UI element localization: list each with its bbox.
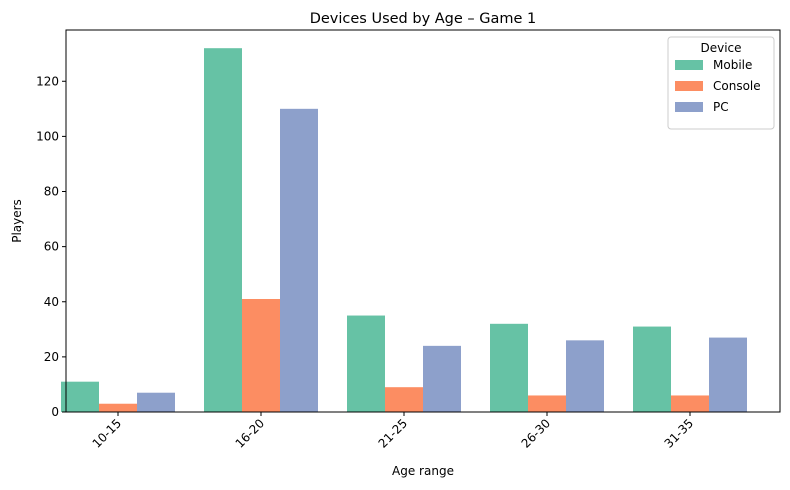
y-tick-label: 0: [51, 405, 59, 419]
legend-swatch-mobile: [675, 60, 703, 70]
bar-console-16-20: [242, 298, 280, 412]
bar-mobile-21-25: [347, 315, 385, 412]
bar-pc-26-30: [566, 340, 604, 412]
plot-area: 10-15 16-20 21-25 26-30 31-35 0 20 40 60 80 100 120: [36, 48, 747, 451]
bar-pc-21-25: [423, 345, 461, 412]
x-axis-label: Age range: [392, 464, 454, 478]
bar-mobile-16-20: [204, 48, 242, 412]
bar-mobile-26-30: [490, 323, 528, 412]
bar-console-26-30: [528, 395, 566, 412]
y-tick-label: 40: [44, 295, 59, 309]
bar-mobile-10-15: [61, 381, 99, 412]
plot-frame: [65, 29, 781, 413]
x-tick-label: 10-15: [90, 416, 125, 451]
legend-swatch-console: [675, 81, 703, 91]
y-tick-label: 120: [36, 74, 59, 88]
x-tick-label: 16-20: [233, 416, 268, 451]
bar-console-21-25: [385, 387, 423, 412]
bar-mobile-31-35: [633, 326, 671, 412]
x-tick-label: 26-30: [519, 416, 554, 451]
bar-console-31-35: [671, 395, 709, 412]
bar-console-10-15: [99, 403, 137, 412]
y-tick-label: 60: [44, 240, 59, 254]
legend-title: Device: [700, 41, 741, 55]
bar-pc-31-35: [709, 337, 747, 412]
y-tick-label: 100: [36, 129, 59, 143]
x-tick-label: 31-35: [662, 416, 697, 451]
chart-title: Devices Used by Age – Game 1: [310, 11, 537, 27]
y-axis-label: Players: [10, 199, 24, 243]
y-tick-label: 20: [44, 350, 59, 364]
legend-label-mobile: Mobile: [713, 58, 752, 72]
legend: Device Mobile Console PC: [667, 36, 775, 130]
x-tick-label: 21-25: [376, 416, 411, 451]
legend-swatch-pc: [675, 102, 703, 112]
legend-label-pc: PC: [713, 100, 729, 114]
bar-pc-16-20: [280, 108, 318, 413]
y-tick-label: 80: [44, 185, 59, 199]
legend-label-console: Console: [713, 79, 761, 93]
bar-pc-10-15: [137, 392, 175, 412]
